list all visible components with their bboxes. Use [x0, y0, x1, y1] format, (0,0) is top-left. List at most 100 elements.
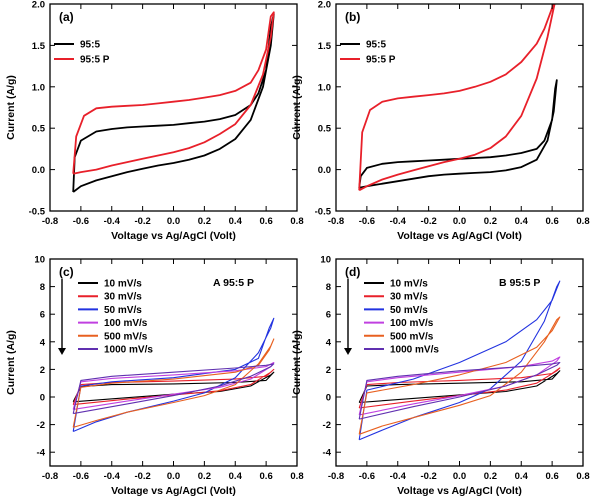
series-line-c-4 — [72, 338, 275, 428]
panel-label: (b) — [345, 10, 360, 24]
legend-label: 100 mV/s — [390, 318, 434, 329]
x-tick-label: 0.2 — [484, 216, 497, 227]
x-tick-label: -0.4 — [104, 216, 121, 227]
legend-label: 1000 mV/s — [104, 345, 153, 356]
series-line-c-1 — [72, 368, 275, 406]
x-tick-label: 0.0 — [167, 471, 180, 482]
series-group — [358, 4, 558, 192]
series-group — [72, 317, 275, 433]
x-tick-label: -0.2 — [134, 471, 150, 482]
y-tick-label: 0.5 — [32, 124, 46, 135]
chart-panel-b: -0.8 -0.6 -0.4 -0.2 0.0 0.2 0.4 0.6 0.8 -0.5 0.0 0.… — [291, 0, 590, 242]
panel-annotation: A 95:5 P — [213, 277, 254, 289]
legend: 95:5 95:5 P — [54, 40, 110, 66]
legend: 10 mV/s 30 mV/s 50 mV/s 100 mV/s 500 mV/s 100… — [78, 279, 153, 356]
panel-label: (c) — [59, 265, 74, 279]
y-tick-label: 0.0 — [318, 165, 331, 176]
y-tick-label: 6 — [326, 310, 331, 321]
x-tick-label: 0.2 — [198, 471, 211, 482]
series-line-a-1 — [72, 11, 275, 175]
x-tick-label: 0.2 — [484, 471, 497, 482]
x-tick-label: -0.8 — [42, 471, 58, 482]
y-tick-label: 2.0 — [318, 0, 331, 11]
legend: 10 mV/s 30 mV/s 50 mV/s 100 mV/s 500 mV/s 100… — [364, 279, 439, 356]
plot-frame — [49, 3, 298, 212]
series-line-c-5 — [72, 363, 275, 415]
legend-label: 95:5 — [366, 40, 386, 51]
y-tick-label: 10 — [320, 255, 331, 266]
x-tick-label: 0.6 — [546, 471, 559, 482]
chart-panel-d: -0.8 -0.6 -0.4 -0.2 0.0 0.2 0.4 0.6 0.8 -4 -2 0 2 4 6 8… — [291, 255, 590, 498]
series-line-c-3 — [72, 361, 275, 410]
series-group — [72, 11, 275, 193]
y-tick-label: 1.0 — [32, 82, 45, 93]
scan-rate-arrow-head — [58, 348, 66, 355]
x-tick-label: 0.0 — [453, 471, 466, 482]
x-tick-label: 0.6 — [546, 216, 559, 227]
series-group — [358, 280, 561, 441]
scan-rate-arrow-head — [344, 348, 352, 355]
legend-label: 10 mV/s — [104, 279, 142, 290]
x-tick-label: -0.2 — [134, 216, 150, 227]
x-tick-label: -0.6 — [73, 216, 89, 227]
y-tick-label: -0.5 — [29, 207, 46, 218]
legend-label: 95:5 — [80, 40, 100, 51]
y-tick-label: -0.5 — [315, 207, 332, 218]
x-tick-label: -0.8 — [328, 216, 344, 227]
x-axis-title: Voltage vs Ag/AgCl (Volt) — [397, 230, 522, 242]
legend-label: 50 mV/s — [390, 305, 428, 316]
x-tick-label: -0.8 — [42, 216, 58, 227]
y-tick-label: 1.5 — [318, 41, 332, 52]
y-axis-title: Current (A/g) — [5, 75, 17, 140]
x-tick-label: -0.4 — [104, 471, 121, 482]
legend-label: 10 mV/s — [390, 279, 428, 290]
x-tick-label: -0.6 — [73, 471, 89, 482]
x-tick-label: 0.0 — [167, 216, 180, 227]
x-tick-label: -0.6 — [359, 471, 375, 482]
y-axis-title: Current (A/g) — [291, 75, 303, 140]
x-tick-label: -0.4 — [390, 471, 407, 482]
y-tick-label: -4 — [323, 448, 332, 459]
x-tick-label: 0.6 — [260, 471, 273, 482]
y-tick-label: 1.0 — [318, 82, 331, 93]
chart-panel-c: -0.8 -0.6 -0.4 -0.2 0.0 0.2 0.4 0.6 0.8 -4 -2 0 2 4 6 8… — [5, 255, 304, 498]
x-axis-title: Voltage vs Ag/AgCl (Volt) — [111, 485, 236, 497]
y-tick-label: 0.5 — [318, 124, 332, 135]
series-line-b-1 — [358, 4, 556, 192]
x-tick-label: 0.4 — [515, 471, 529, 482]
x-tick-label: -0.4 — [390, 216, 407, 227]
y-axis-title: Current (A/g) — [5, 330, 17, 395]
y-tick-label: 0 — [40, 393, 45, 404]
legend-label: 50 mV/s — [104, 305, 142, 316]
x-tick-label: -0.2 — [420, 216, 436, 227]
x-tick-label: 0.4 — [229, 216, 243, 227]
y-tick-label: 2 — [40, 365, 45, 376]
x-tick-label: 0.2 — [198, 216, 211, 227]
panel-annotation: B 95:5 P — [499, 277, 540, 289]
y-axis-title: Current (A/g) — [291, 330, 303, 395]
x-tick-label: 0.8 — [290, 471, 303, 482]
x-tick-label: 0.8 — [290, 216, 303, 227]
y-tick-label: -2 — [323, 420, 331, 431]
y-tick-label: 8 — [326, 282, 331, 293]
y-tick-label: 2 — [326, 365, 331, 376]
y-tick-label: 6 — [40, 310, 45, 321]
series-line-a-0 — [72, 13, 275, 193]
series-line-b-0 — [358, 79, 558, 189]
panel-label: (a) — [59, 10, 74, 24]
x-tick-label: 0.8 — [576, 471, 589, 482]
x-tick-label: 0.4 — [515, 216, 529, 227]
y-tick-label: 0 — [326, 393, 331, 404]
legend-label: 1000 mV/s — [390, 345, 439, 356]
y-tick-label: 1.5 — [32, 41, 46, 52]
series-line-d-3 — [358, 356, 561, 416]
series-line-c-2 — [72, 317, 275, 433]
y-tick-label: -4 — [37, 448, 46, 459]
y-tick-label: 0.0 — [32, 165, 45, 176]
x-axis-title: Voltage vs Ag/AgCl (Volt) — [111, 230, 236, 242]
x-axis-title: Voltage vs Ag/AgCl (Volt) — [397, 485, 522, 497]
x-tick-label: 0.4 — [229, 471, 243, 482]
legend-label: 30 mV/s — [104, 292, 142, 303]
series-line-d-2 — [358, 280, 561, 441]
chart-panel-a: -0.8 -0.6 -0.4 -0.2 0.0 0.2 0.4 0.6 0.8 -0.5 0.0 0.… — [5, 0, 304, 242]
